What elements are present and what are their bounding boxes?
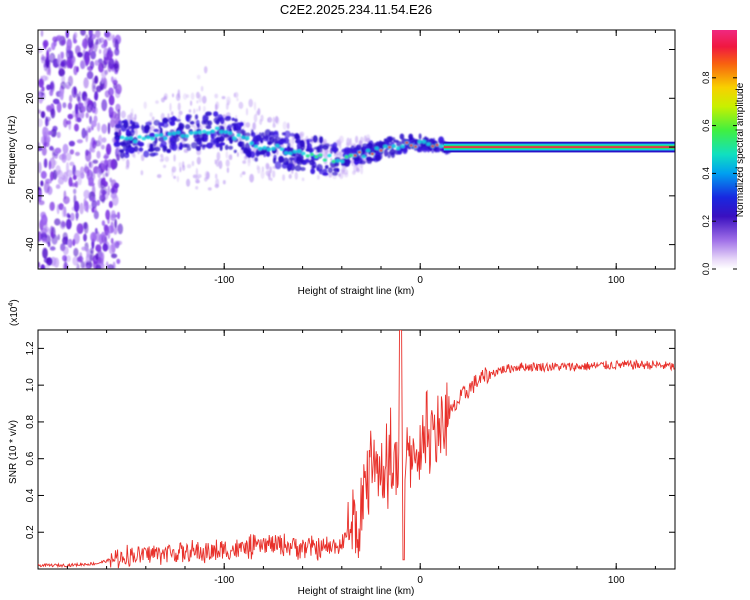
snr-x-tick-label: 100 [608, 575, 625, 586]
snr-y-tick-label: 0.8 [25, 415, 36, 429]
spectrogram-x-tick-label: -100 [214, 275, 234, 286]
snr-y-tick-label: 1.0 [25, 378, 36, 392]
snr-y-label: SNR (10 * v/v) [8, 420, 19, 484]
colorbar: 0.0 0.2 0.4 0.6 0.8 Normalized spectral ampl… [701, 30, 746, 275]
spectrogram-x-ticks: -100 0 100 [66, 30, 656, 286]
snr-y-tick-label: 1.2 [25, 341, 36, 355]
snr-x-tick-label: -100 [214, 575, 234, 586]
spectrogram-y-label: Frequency (Hz) [7, 116, 18, 185]
spectrogram-x-label: Height of straight line (km) [298, 286, 415, 297]
spectrogram-y-tick-label: -20 [25, 188, 36, 203]
spectrogram-blobs [38, 30, 451, 269]
spectrogram-y-tick-label: 0 [25, 144, 36, 150]
snr-y-ticks: 0.2 0.4 0.6 0.8 1.0 1.2 [25, 341, 675, 539]
colorbar-tick-label: 0.2 [701, 215, 711, 228]
spectrogram-panel: -100 0 100 -40 -20 0 20 40 Height of straight … [7, 29, 676, 297]
snr-scale-factor: (x104) [8, 299, 20, 326]
spectrogram-y-tick-label: -40 [25, 237, 36, 252]
colorbar-tick-label: 0.8 [701, 72, 711, 85]
snr-scale-exponent: 4 [8, 303, 15, 307]
spectrogram-y-ticks: -40 -20 0 20 40 [25, 44, 675, 252]
snr-y-tick-label: 0.2 [25, 525, 36, 539]
snr-lines [38, 330, 675, 569]
snr-scale-close: ) [9, 299, 20, 302]
tone-band-core [443, 146, 675, 148]
snr-x-label: Height of straight line (km) [298, 586, 415, 597]
colorbar-tick-label: 0.4 [701, 167, 711, 180]
snr-y-tick-label: 0.6 [25, 451, 36, 465]
snr-scale-prefix: (x10 [9, 306, 20, 326]
colorbar-ticks: 0.0 0.2 0.4 0.6 0.8 [701, 72, 737, 276]
spectrogram-y-tick-label: 20 [25, 92, 36, 104]
snr-panel: -100 0 100 0.2 0.4 0.6 0.8 1.0 1.2 Height of st… [8, 299, 676, 597]
colorbar-label: Normalized spectral amplitude [735, 82, 746, 217]
colorbar-gradient [712, 30, 737, 269]
colorbar-tick-label: 0.0 [701, 263, 711, 276]
spectrogram-image [38, 30, 675, 269]
snr-x-ticks: -100 0 100 [66, 330, 656, 586]
spectrogram-y-tick-label: 40 [25, 44, 36, 56]
spectrogram-x-tick-label: 100 [608, 275, 625, 286]
spectrogram-x-tick-label: 0 [417, 275, 423, 286]
figure-title: C2E2.2025.234.11.54.E26 [280, 2, 432, 17]
snr-x-tick-label: 0 [417, 575, 423, 586]
snr-y-tick-label: 0.4 [25, 488, 36, 502]
colorbar-tick-label: 0.6 [701, 119, 711, 132]
svg-text:(x104): (x104) [8, 299, 20, 326]
snr-series-line [38, 330, 675, 569]
